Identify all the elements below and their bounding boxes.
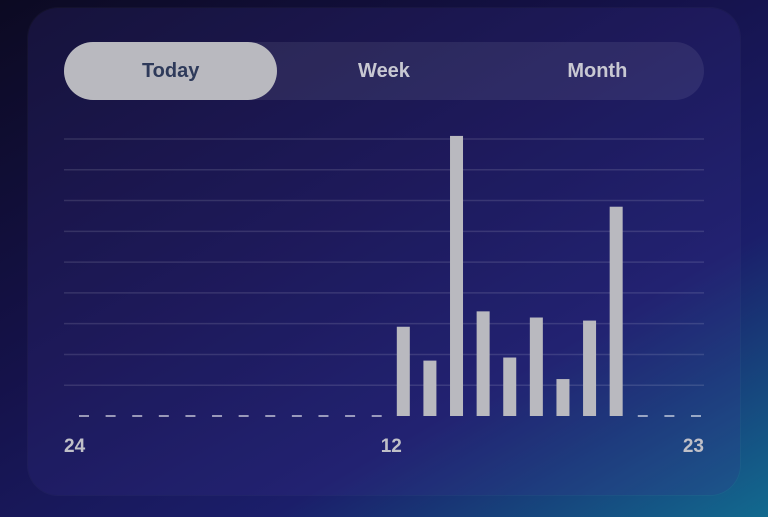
bar bbox=[450, 135, 464, 416]
x-tick-label: 24 bbox=[64, 436, 86, 457]
tab[interactable]: Week bbox=[358, 59, 410, 82]
tab[interactable]: Today bbox=[64, 42, 278, 100]
x-tick-label: 12 bbox=[381, 436, 402, 457]
bar bbox=[476, 311, 490, 416]
bar bbox=[556, 379, 570, 416]
bar bbox=[609, 206, 623, 416]
bar bbox=[583, 320, 597, 416]
bar bbox=[423, 360, 437, 416]
bar bbox=[396, 326, 410, 416]
x-tick-label: 23 bbox=[683, 436, 704, 457]
bar bbox=[503, 357, 517, 416]
tab[interactable]: Month bbox=[567, 59, 628, 82]
bar bbox=[529, 317, 543, 416]
tab-bar: Today Week Month bbox=[64, 42, 704, 100]
